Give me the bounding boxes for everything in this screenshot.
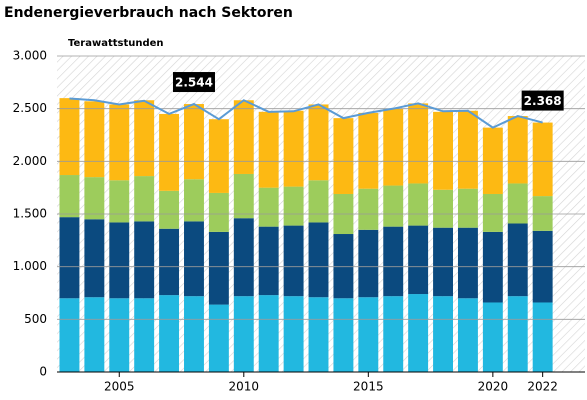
bar-segment — [408, 103, 429, 184]
bar-segment — [59, 217, 80, 299]
x-tick-label: 2015 — [353, 380, 384, 394]
bar-segment — [333, 234, 354, 299]
bar-segment — [283, 296, 304, 372]
bar-segment — [233, 296, 254, 372]
bar-segment — [184, 179, 204, 222]
bar-segment — [109, 180, 130, 223]
bar-segment — [59, 298, 80, 372]
chart-title: Endenergieverbrauch nach Sektoren — [4, 5, 293, 21]
bar-segment — [333, 298, 354, 372]
y-tick-label: 1.000 — [13, 259, 47, 273]
y-tick-label: 500 — [24, 312, 47, 326]
bar-segment — [283, 225, 304, 297]
bar-segment — [233, 100, 254, 174]
y-tick-label: 1.500 — [13, 207, 47, 221]
bar-segment — [308, 297, 329, 372]
bar-segment — [109, 222, 130, 299]
bar-segment — [532, 122, 553, 197]
total-line — [69, 97, 543, 129]
bar-segment — [482, 231, 503, 303]
bar-segment — [507, 116, 528, 184]
bar-segment — [233, 173, 254, 219]
bar-segment — [457, 188, 478, 228]
y-axis-label: Terawattstunden — [68, 38, 164, 49]
bar-segment — [358, 229, 379, 298]
bar-segment — [233, 218, 254, 297]
bar-segment — [258, 187, 279, 227]
bar-segment — [358, 112, 379, 189]
bar-segment — [457, 110, 478, 189]
bar-segment — [457, 227, 478, 299]
bar-segment — [507, 183, 528, 224]
bar-segment — [208, 192, 229, 232]
bar-segment — [383, 108, 404, 186]
bar-segment — [433, 189, 453, 228]
bar-segment — [507, 223, 528, 297]
bar-segment — [59, 175, 80, 218]
bar-segment — [283, 186, 304, 226]
bar-segment — [208, 231, 229, 305]
bar-segment — [159, 295, 180, 372]
bar-segment — [358, 297, 379, 372]
bar-segment — [109, 298, 130, 372]
bar-segment — [308, 104, 329, 181]
bar-segment — [208, 304, 229, 372]
bar-segment — [208, 119, 229, 193]
bar-segment — [84, 219, 105, 298]
bar-segment — [333, 118, 354, 194]
bar-segment — [59, 98, 80, 176]
bar-segment — [383, 296, 404, 372]
bar-segment — [159, 228, 180, 296]
value-label-box — [172, 72, 215, 93]
bar-segment — [507, 296, 528, 372]
bar-segment — [159, 113, 180, 191]
bar-segment — [308, 180, 329, 223]
bar-segment — [408, 294, 429, 372]
bar-segment — [258, 111, 279, 188]
bar-segment — [184, 296, 204, 372]
bar-segment — [457, 298, 478, 372]
bar-segment — [134, 298, 155, 372]
x-tick-label: 2005 — [104, 380, 135, 394]
value-label-box — [521, 90, 564, 111]
x-tick-label: 2010 — [229, 380, 260, 394]
x-tick-label: 2022 — [527, 380, 558, 394]
x-tick-label: 2020 — [478, 380, 509, 394]
bar-segment — [433, 111, 453, 190]
y-tick-label: 3.000 — [13, 49, 47, 63]
bar-segment — [408, 225, 429, 295]
bar-segment — [134, 221, 155, 299]
bar-segment — [408, 183, 429, 226]
bar-segment — [184, 104, 204, 180]
value-label: 2.368 — [524, 94, 562, 108]
y-tick-label: 2.000 — [13, 154, 47, 168]
bar-segment — [383, 185, 404, 227]
bar-segment — [433, 296, 453, 372]
bar-segment — [308, 222, 329, 298]
y-tick-label: 0 — [39, 365, 47, 379]
bar-segment — [134, 100, 155, 177]
bar-segment — [283, 110, 304, 187]
bar-segment — [383, 226, 404, 297]
bar-segment — [84, 177, 105, 220]
bar-segment — [433, 227, 453, 297]
bar-segment — [358, 188, 379, 230]
bar-segment — [258, 226, 279, 296]
bar-segment — [134, 176, 155, 222]
bar-segment — [482, 127, 503, 194]
bar-segment — [258, 295, 279, 372]
bar-segment — [482, 302, 503, 372]
bar-segment — [532, 196, 553, 231]
y-tick-label: 2.500 — [13, 101, 47, 115]
bar-segment — [482, 193, 503, 232]
bar-segment — [109, 104, 130, 181]
value-label: 2.544 — [175, 76, 213, 90]
bar-segment — [159, 190, 180, 229]
bar-segment — [532, 302, 553, 372]
bar-segment — [184, 221, 204, 297]
bar-segment — [84, 297, 105, 372]
bar-segment — [84, 101, 105, 178]
